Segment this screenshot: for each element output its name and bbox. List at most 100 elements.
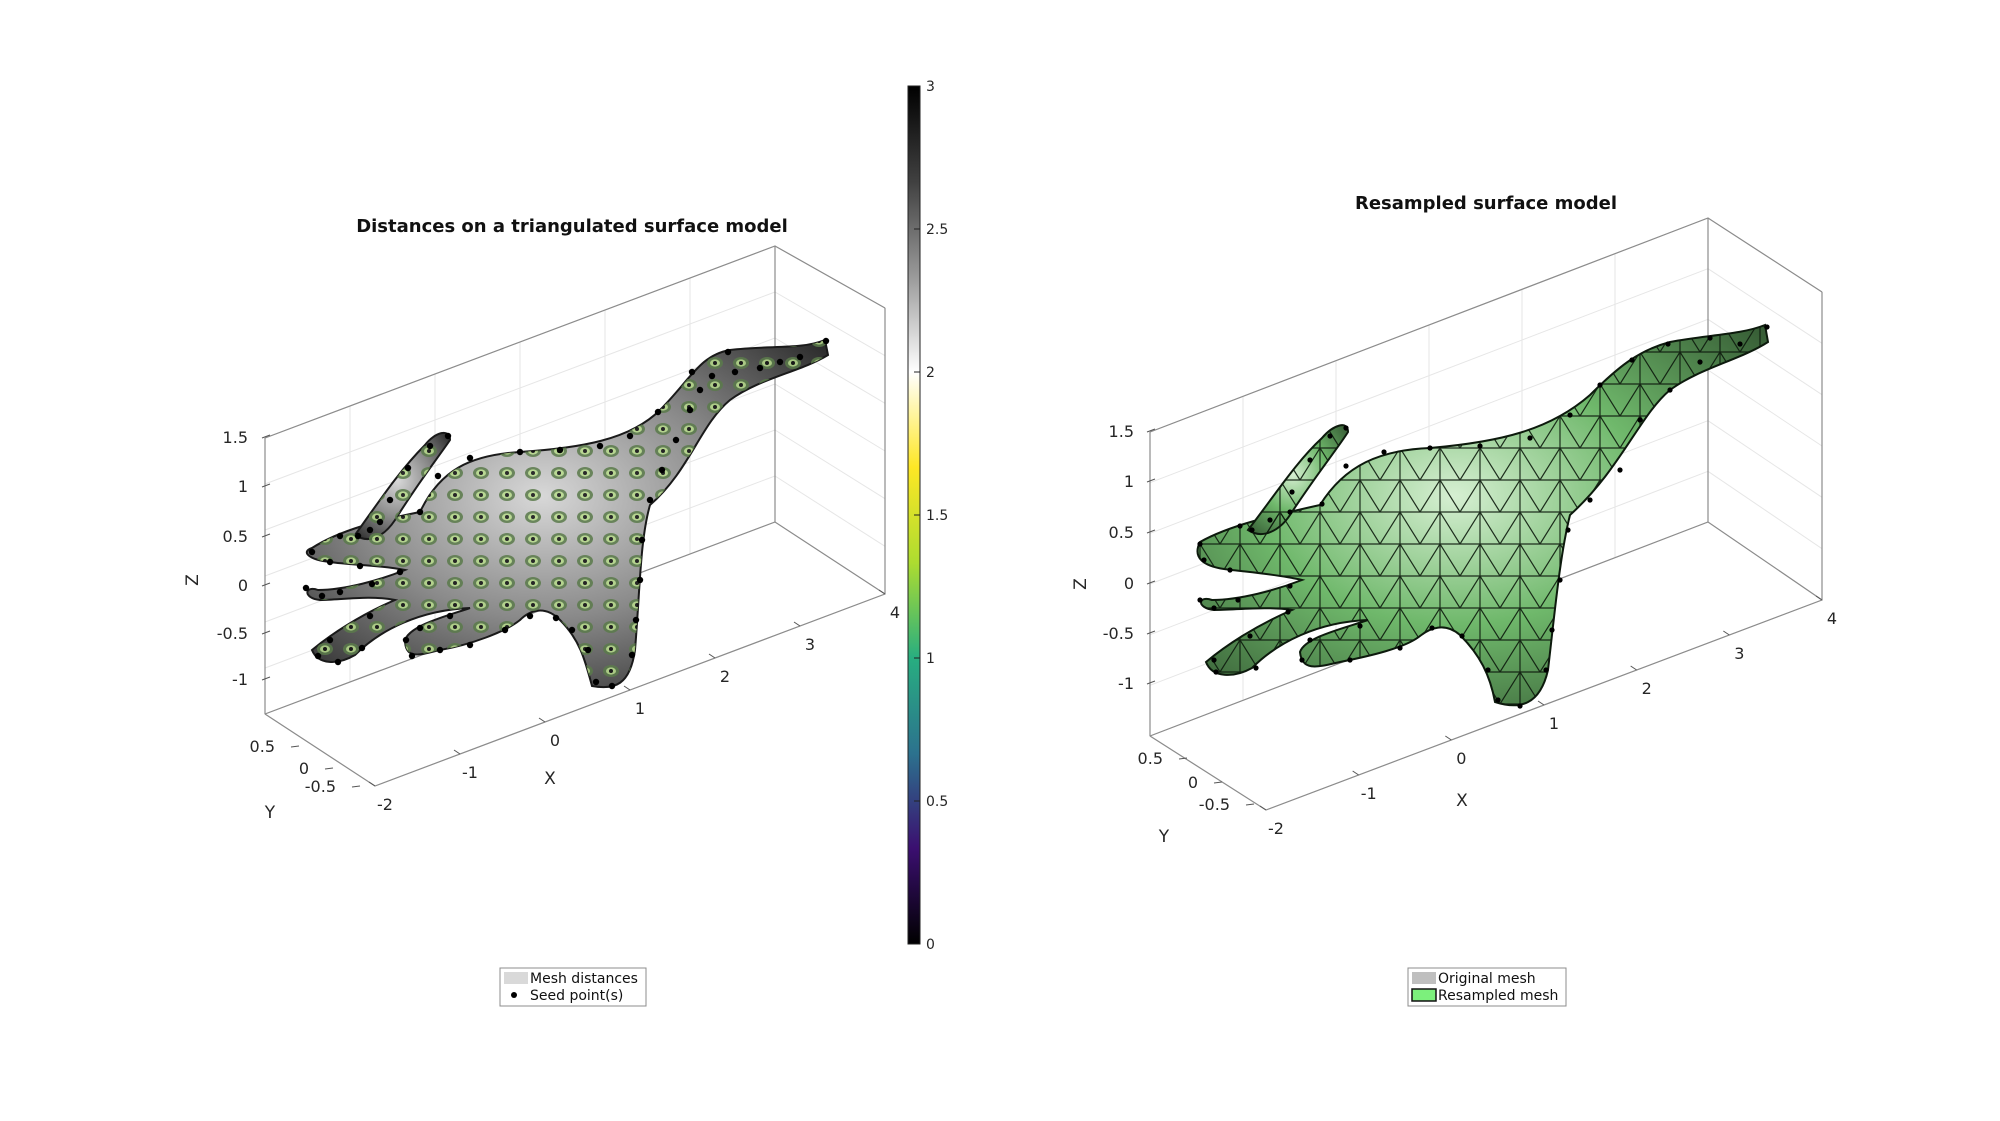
mesh-vertex	[1697, 359, 1703, 365]
seed-point	[446, 612, 454, 620]
left-ztick-mark	[261, 483, 271, 488]
right-xtick-mark	[1445, 735, 1452, 741]
left-zticks: 1.5 1 0.5 0 -0.5 -1	[217, 428, 271, 689]
mesh-vertex	[1429, 625, 1435, 631]
left-ytick-mark	[290, 745, 300, 748]
right-ztick-label: 0	[1124, 574, 1134, 593]
mesh-vertex	[1319, 501, 1325, 507]
seed-point	[358, 644, 366, 652]
left-legend-marker	[504, 972, 528, 984]
mesh-vertex	[1299, 657, 1305, 663]
mesh-vertex	[1249, 527, 1255, 533]
right-ztick-mark	[1146, 580, 1156, 585]
seed-point	[646, 496, 654, 504]
mesh-vertex	[1287, 583, 1293, 589]
right-dino-wire	[1197, 325, 1768, 706]
right-xtick-mark	[1259, 805, 1267, 811]
right-ytick-label: 0	[1188, 773, 1198, 792]
seed-point	[308, 548, 316, 556]
seed-point	[334, 658, 342, 666]
right-xtick-label: -1	[1361, 784, 1377, 803]
seed-point	[626, 432, 634, 440]
left-ztick-mark	[261, 676, 271, 681]
seed-point	[444, 432, 452, 440]
seed-point	[608, 682, 616, 690]
seed-point	[426, 442, 434, 450]
mesh-vertex	[1285, 609, 1291, 615]
mesh-vertex	[1549, 627, 1555, 633]
mesh-vertex	[1667, 387, 1673, 393]
left-ztick-label: 0.5	[223, 527, 248, 546]
seed-point	[584, 646, 592, 654]
mesh-vertex	[1567, 412, 1573, 418]
right-ylabel: Y	[1158, 827, 1170, 847]
seed-point	[434, 472, 442, 480]
mesh-vertex	[1197, 541, 1203, 547]
mesh-vertex	[1764, 324, 1770, 330]
seed-point	[516, 448, 524, 456]
right-ztick-label: -0.5	[1103, 624, 1134, 643]
left-xtick-label: -2	[377, 795, 393, 814]
right-xticks: -2 -1 0 1 2 3 4	[1259, 595, 1837, 838]
seed-point	[731, 368, 739, 376]
right-xtick-label: 1	[1549, 714, 1559, 733]
left-gridline	[774, 475, 886, 547]
seed-point	[466, 641, 474, 649]
right-xtick-label: -2	[1268, 819, 1284, 838]
left-xtick-mark	[623, 685, 631, 691]
right-xtick-label: 0	[1456, 749, 1466, 768]
mesh-vertex	[1357, 623, 1363, 629]
left-xtick-label: 2	[720, 667, 730, 686]
seed-point	[628, 651, 636, 659]
seed-point	[396, 568, 404, 576]
right-ztick-label: -1	[1118, 674, 1134, 693]
mesh-vertex	[1247, 633, 1253, 639]
mesh-vertex	[1485, 667, 1491, 673]
mesh-vertex	[1587, 497, 1593, 503]
right-legend-label: Original mesh	[1438, 971, 1536, 987]
right-gridline	[1149, 318, 1709, 534]
mesh-vertex	[1557, 577, 1563, 583]
mesh-vertex	[1307, 457, 1313, 463]
seed-point	[466, 454, 474, 462]
left-xtick-label: 0	[550, 731, 560, 750]
left-ztick-label: 1	[238, 477, 248, 496]
left-mesh	[302, 337, 830, 690]
mesh-vertex	[1307, 637, 1313, 643]
right-gridline	[1707, 470, 1823, 550]
right-ztick-label: 1.5	[1109, 422, 1134, 441]
left-ztick-mark	[261, 533, 271, 538]
mesh-vertex	[1197, 597, 1203, 603]
seed-point	[302, 584, 310, 592]
left-gridline	[774, 383, 886, 452]
seed-point	[366, 526, 374, 534]
right-gridline	[1149, 268, 1709, 484]
right-legend-label: Resampled mesh	[1438, 988, 1558, 1004]
left-xlabel: X	[544, 769, 556, 789]
right-ztick-label: 0.5	[1109, 523, 1134, 542]
left-xtick-label: 4	[890, 603, 900, 622]
mesh-vertex	[1397, 645, 1403, 651]
seed-point	[336, 532, 344, 540]
mesh-vertex	[1235, 597, 1241, 603]
seed-point	[386, 496, 394, 504]
right-ytick-mark	[1178, 757, 1188, 760]
colorbar-tick-label: 0.5	[926, 794, 948, 810]
mesh-vertex	[1213, 669, 1219, 675]
left-ytick-mark	[351, 785, 361, 788]
colorbar-tick-label: 0	[926, 937, 935, 953]
right-xtick-label: 4	[1827, 609, 1837, 628]
seed-point	[672, 436, 680, 444]
left-xtick-label: 3	[805, 635, 815, 654]
left-gridline	[774, 291, 886, 357]
seed-point	[636, 576, 644, 584]
seed-point	[404, 464, 412, 472]
left-ytick-mark	[324, 767, 334, 770]
right-axes: Resampled surface model 1.510.50-0.5-1 -…	[1071, 193, 1837, 1007]
seed-point	[724, 348, 732, 356]
mesh-vertex	[1637, 417, 1643, 423]
mesh-vertex	[1629, 357, 1635, 363]
right-ztick-mark	[1146, 630, 1156, 635]
seed-point	[696, 386, 704, 394]
